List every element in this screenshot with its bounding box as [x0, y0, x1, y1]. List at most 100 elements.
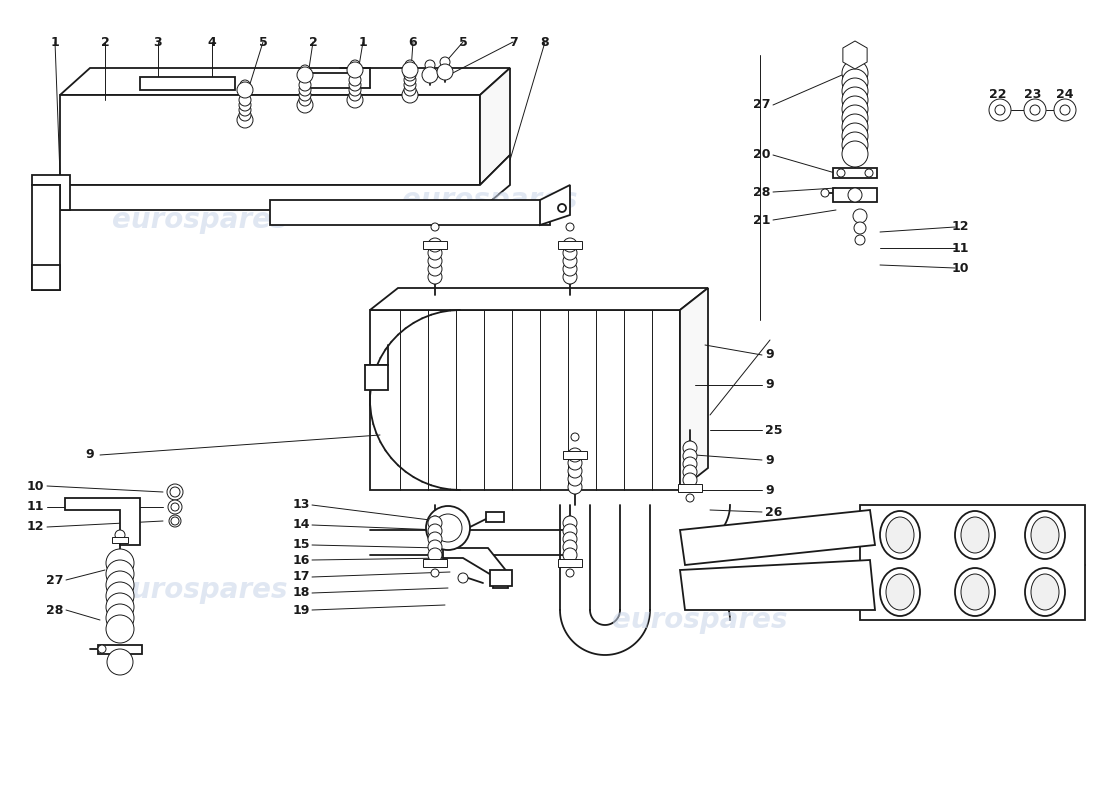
- Circle shape: [440, 57, 450, 67]
- Ellipse shape: [880, 511, 920, 559]
- Circle shape: [566, 276, 574, 284]
- Text: 14: 14: [293, 518, 310, 531]
- Polygon shape: [370, 310, 680, 490]
- Bar: [833, 188, 877, 202]
- Circle shape: [425, 60, 435, 70]
- Circle shape: [422, 67, 438, 83]
- Circle shape: [571, 433, 579, 441]
- Circle shape: [431, 223, 439, 231]
- Circle shape: [349, 79, 361, 91]
- Circle shape: [558, 204, 566, 212]
- Circle shape: [170, 503, 179, 511]
- Text: 23: 23: [1024, 89, 1042, 102]
- Polygon shape: [60, 68, 510, 95]
- Text: 10: 10: [952, 262, 969, 274]
- Circle shape: [563, 532, 578, 546]
- Bar: [563, 451, 587, 459]
- Circle shape: [568, 448, 582, 462]
- Bar: [424, 241, 447, 249]
- Circle shape: [837, 169, 845, 177]
- Polygon shape: [540, 185, 570, 225]
- Text: 2: 2: [100, 35, 109, 49]
- Ellipse shape: [1025, 511, 1065, 559]
- Text: 7: 7: [508, 35, 517, 49]
- Text: 22: 22: [989, 89, 1006, 102]
- Circle shape: [107, 649, 133, 675]
- Circle shape: [428, 238, 442, 252]
- Text: 1: 1: [51, 35, 59, 49]
- Text: 25: 25: [764, 423, 782, 437]
- Polygon shape: [60, 95, 480, 185]
- Circle shape: [821, 189, 829, 197]
- Ellipse shape: [886, 574, 914, 610]
- Circle shape: [170, 517, 179, 525]
- Polygon shape: [680, 510, 874, 565]
- Circle shape: [563, 540, 578, 554]
- Text: 6: 6: [409, 35, 417, 49]
- Circle shape: [346, 62, 363, 78]
- Bar: [833, 168, 877, 178]
- Polygon shape: [680, 560, 874, 610]
- Polygon shape: [32, 265, 60, 290]
- Circle shape: [842, 105, 868, 131]
- Ellipse shape: [1031, 517, 1059, 553]
- Circle shape: [852, 209, 867, 223]
- Circle shape: [297, 67, 313, 83]
- Circle shape: [106, 582, 134, 610]
- Text: 5: 5: [459, 35, 468, 49]
- Circle shape: [404, 69, 416, 81]
- Text: 27: 27: [46, 574, 64, 586]
- Text: 28: 28: [752, 186, 770, 198]
- Circle shape: [989, 99, 1011, 121]
- Circle shape: [349, 89, 361, 101]
- Circle shape: [405, 60, 415, 70]
- Ellipse shape: [961, 574, 989, 610]
- Circle shape: [854, 222, 866, 234]
- Text: 18: 18: [293, 586, 310, 599]
- Text: 9: 9: [86, 449, 95, 462]
- Circle shape: [431, 569, 439, 577]
- Circle shape: [842, 96, 868, 122]
- Text: eurospares: eurospares: [112, 206, 288, 234]
- Circle shape: [402, 87, 418, 103]
- Circle shape: [428, 254, 442, 268]
- Circle shape: [566, 516, 574, 524]
- Circle shape: [842, 69, 868, 95]
- Circle shape: [236, 82, 253, 98]
- Circle shape: [568, 472, 582, 486]
- Circle shape: [996, 105, 1005, 115]
- Circle shape: [563, 270, 578, 284]
- Circle shape: [106, 593, 134, 621]
- Ellipse shape: [880, 568, 920, 616]
- Text: eurospares: eurospares: [613, 606, 788, 634]
- Text: 21: 21: [752, 214, 770, 226]
- Circle shape: [428, 516, 442, 530]
- Text: 11: 11: [952, 242, 969, 254]
- Text: eurospares: eurospares: [403, 186, 578, 214]
- Text: eurospares: eurospares: [112, 576, 288, 604]
- Circle shape: [168, 500, 182, 514]
- Ellipse shape: [955, 511, 996, 559]
- Circle shape: [437, 64, 453, 80]
- Circle shape: [428, 270, 442, 284]
- Text: 9: 9: [764, 378, 773, 391]
- Circle shape: [428, 548, 442, 562]
- Circle shape: [842, 141, 868, 167]
- Circle shape: [865, 169, 873, 177]
- Bar: [558, 241, 582, 249]
- Circle shape: [458, 573, 468, 583]
- Circle shape: [431, 516, 439, 524]
- Circle shape: [300, 65, 310, 75]
- Circle shape: [563, 254, 578, 268]
- Circle shape: [404, 84, 416, 96]
- Text: 20: 20: [752, 149, 770, 162]
- Circle shape: [169, 515, 182, 527]
- Circle shape: [842, 78, 868, 104]
- Circle shape: [686, 494, 694, 502]
- Circle shape: [1054, 99, 1076, 121]
- Circle shape: [566, 223, 574, 231]
- Text: 10: 10: [26, 479, 44, 493]
- Text: 17: 17: [293, 570, 310, 583]
- Polygon shape: [270, 200, 550, 225]
- Circle shape: [167, 484, 183, 500]
